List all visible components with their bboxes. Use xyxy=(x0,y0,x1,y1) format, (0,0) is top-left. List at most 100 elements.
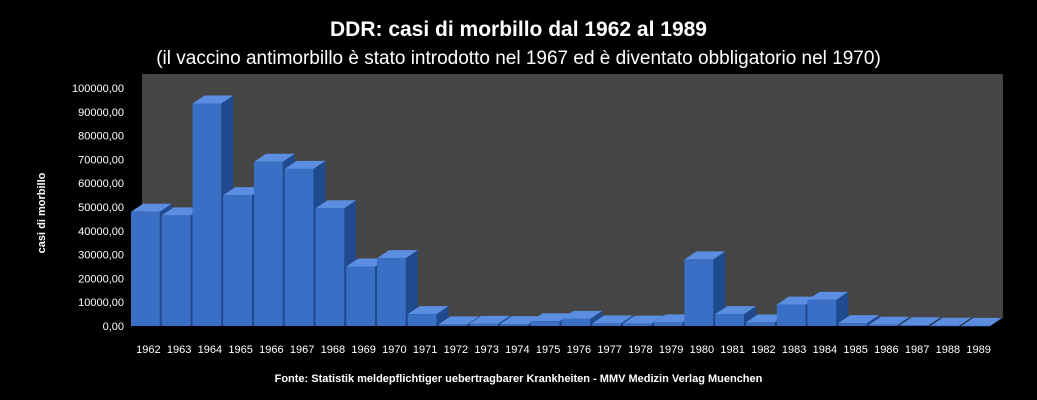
bar-top xyxy=(377,250,418,259)
x-tick-label: 1964 xyxy=(198,344,222,356)
bar-top xyxy=(223,187,264,196)
bar xyxy=(438,324,468,326)
x-tick-label: 1989 xyxy=(966,344,990,356)
bar xyxy=(807,299,837,326)
bar-side xyxy=(713,251,726,326)
source-note: Fonte: Statistik meldepflichtiger uebert… xyxy=(274,373,763,385)
bar xyxy=(869,324,898,326)
bar xyxy=(346,266,375,326)
bar-top xyxy=(161,207,203,216)
bar-top xyxy=(592,315,633,324)
y-tick-label: 10000,00 xyxy=(78,297,124,309)
bar xyxy=(192,103,222,326)
bar xyxy=(930,325,960,327)
x-tick-label: 1973 xyxy=(474,344,498,356)
bar-top xyxy=(899,317,941,326)
bar xyxy=(315,208,345,326)
bar-top xyxy=(500,316,541,325)
chart-subtitle: (il vaccino antimorbillo è stato introdo… xyxy=(156,48,881,69)
bar xyxy=(223,195,252,326)
x-tick-label: 1980 xyxy=(690,344,714,356)
bar-side xyxy=(744,306,756,326)
bar-top xyxy=(561,310,603,319)
x-tick-label: 1988 xyxy=(936,344,960,356)
bar-top xyxy=(807,291,849,300)
bar-side xyxy=(959,317,972,326)
x-tick-label: 1972 xyxy=(444,344,468,356)
bar xyxy=(746,322,775,326)
x-tick-label: 1977 xyxy=(597,344,621,356)
bar-top xyxy=(346,258,387,267)
bar-side xyxy=(436,306,449,326)
bar-top xyxy=(869,316,910,325)
bar-side xyxy=(990,317,1002,326)
bar-side xyxy=(836,291,849,326)
bar-top xyxy=(131,203,172,212)
bar-top xyxy=(192,95,234,104)
bar-side xyxy=(405,250,418,326)
bar xyxy=(407,314,437,326)
bar-top xyxy=(623,315,664,324)
bar-top xyxy=(715,306,756,315)
y-tick-label: 40000,00 xyxy=(78,226,124,238)
x-tick-label: 1963 xyxy=(167,344,191,356)
bar xyxy=(653,322,683,326)
bar-top xyxy=(438,316,480,325)
y-tick-label: 100000,00 xyxy=(72,83,124,95)
bar xyxy=(592,323,621,326)
bar xyxy=(715,314,744,326)
x-tick-label: 1971 xyxy=(413,344,437,356)
bar xyxy=(561,318,591,326)
bar-top xyxy=(254,153,295,162)
y-tick-label: 70000,00 xyxy=(78,154,124,166)
bar xyxy=(284,168,314,326)
chart-title: DDR: casi di morbillo dal 1962 al 1989 xyxy=(330,18,707,41)
bar-side xyxy=(897,316,910,326)
bar-top xyxy=(746,314,787,323)
x-tick-label: 1968 xyxy=(321,344,345,356)
x-tick-label: 1976 xyxy=(567,344,591,356)
bar-side xyxy=(590,310,603,326)
x-tick-label: 1981 xyxy=(720,344,744,356)
x-tick-label: 1962 xyxy=(136,344,160,356)
x-tick-label: 1986 xyxy=(874,344,898,356)
y-tick-label: 30000,00 xyxy=(78,250,124,262)
bar-top xyxy=(653,314,695,323)
bar xyxy=(899,325,929,326)
x-tick-label: 1969 xyxy=(351,344,375,356)
bar-top xyxy=(284,160,326,169)
x-tick-label: 1984 xyxy=(813,344,837,356)
bar-top xyxy=(684,251,726,260)
x-tick-label: 1983 xyxy=(782,344,806,356)
plot-back-wall xyxy=(142,74,1003,318)
bar xyxy=(469,323,498,326)
bar xyxy=(776,304,806,326)
bar-top xyxy=(469,315,510,324)
y-tick-label: 50000,00 xyxy=(78,202,124,214)
bar xyxy=(623,323,652,326)
bar xyxy=(161,215,191,326)
y-tick-label: 60000,00 xyxy=(78,178,124,190)
x-tick-label: 1987 xyxy=(905,344,929,356)
bar xyxy=(530,321,560,326)
x-tick-label: 1967 xyxy=(290,344,314,356)
bar-side xyxy=(867,315,879,326)
bar-top xyxy=(838,315,879,324)
bar-top xyxy=(315,200,357,209)
bar-top xyxy=(407,306,449,315)
bar xyxy=(500,324,529,326)
x-tick-label: 1975 xyxy=(536,344,560,356)
x-tick-label: 1966 xyxy=(259,344,283,356)
bar xyxy=(254,161,283,326)
bar xyxy=(377,258,406,326)
x-tick-label: 1985 xyxy=(843,344,867,356)
x-tick-label: 1970 xyxy=(382,344,406,356)
bar xyxy=(838,323,867,326)
bar-top xyxy=(961,317,1002,326)
y-tick-label: 90000,00 xyxy=(78,107,124,119)
x-tick-label: 1979 xyxy=(659,344,683,356)
y-tick-label: 0,00 xyxy=(103,321,124,333)
bar-top xyxy=(930,317,972,326)
y-tick-label: 80000,00 xyxy=(78,131,124,143)
